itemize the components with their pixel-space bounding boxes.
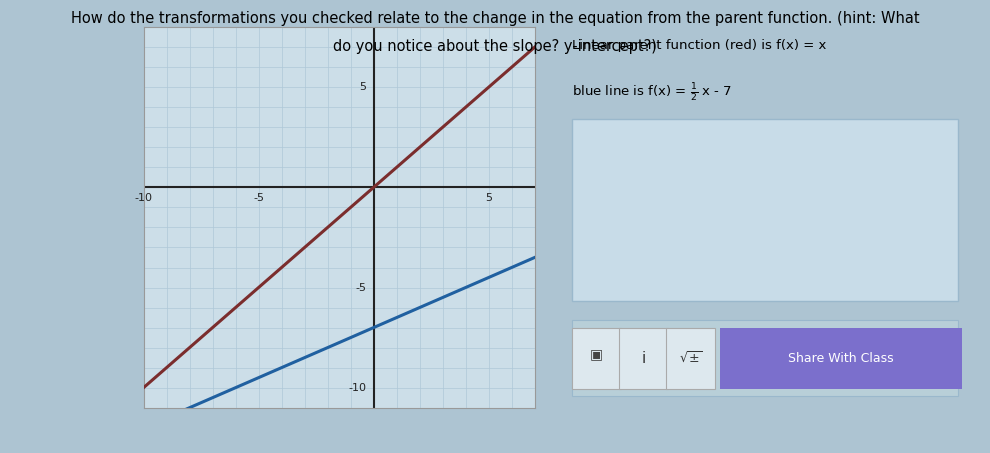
Text: ⅰ: ⅰ bbox=[642, 351, 645, 366]
FancyBboxPatch shape bbox=[666, 328, 716, 389]
Text: $\sqrt{\pm}$: $\sqrt{\pm}$ bbox=[679, 351, 703, 366]
Text: -5: -5 bbox=[355, 283, 366, 293]
Text: Share With Class: Share With Class bbox=[788, 352, 894, 365]
Text: blue line is f(x) = $\frac{1}{2}$ x - 7: blue line is f(x) = $\frac{1}{2}$ x - 7 bbox=[571, 82, 732, 105]
FancyBboxPatch shape bbox=[571, 119, 958, 301]
Text: How do the transformations you checked relate to the change in the equation from: How do the transformations you checked r… bbox=[70, 11, 920, 26]
Text: 5: 5 bbox=[359, 82, 366, 92]
Text: -5: -5 bbox=[253, 193, 264, 203]
FancyBboxPatch shape bbox=[619, 328, 668, 389]
Text: -10: -10 bbox=[135, 193, 152, 203]
FancyBboxPatch shape bbox=[571, 320, 958, 396]
Text: Linear parent function (red) is f(x) = x: Linear parent function (red) is f(x) = x bbox=[571, 39, 826, 52]
Text: 5: 5 bbox=[485, 193, 492, 203]
FancyBboxPatch shape bbox=[571, 328, 621, 389]
Text: -10: -10 bbox=[348, 383, 366, 393]
Text: ▣: ▣ bbox=[590, 347, 603, 361]
FancyBboxPatch shape bbox=[720, 328, 962, 389]
Text: do you notice about the slope? y-intercept?): do you notice about the slope? y-interce… bbox=[333, 39, 657, 53]
